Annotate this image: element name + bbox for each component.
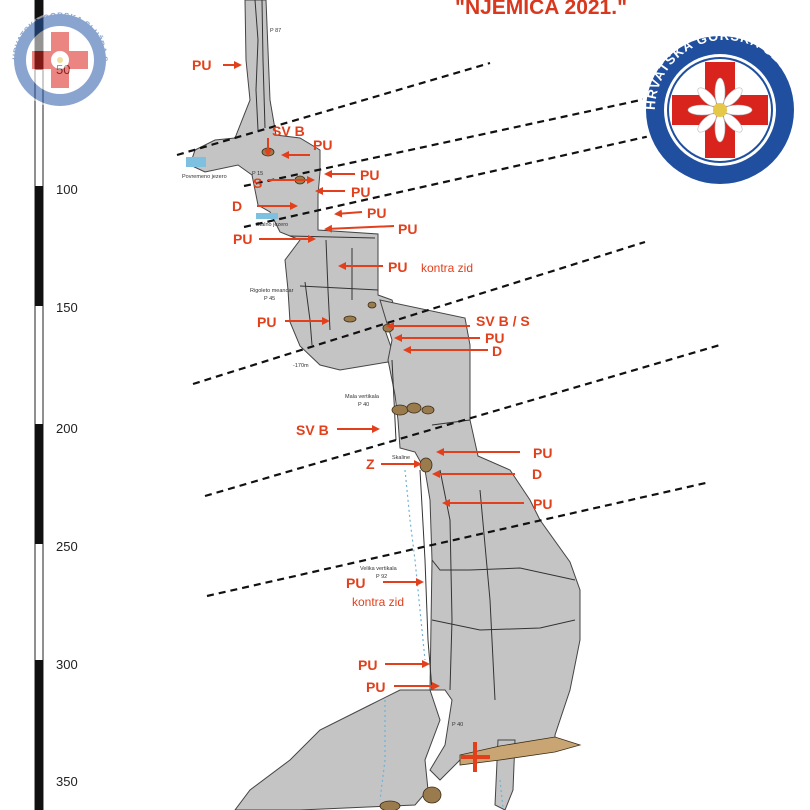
scale-tick-250: 250 bbox=[56, 539, 78, 554]
label-velika-vertikala: Velika vertikala bbox=[360, 566, 398, 572]
marker-z: Z bbox=[366, 456, 375, 472]
marker-pu-14: PU bbox=[358, 657, 377, 673]
marker-d-2: D bbox=[492, 343, 502, 359]
marker-pu-7: PU bbox=[233, 231, 252, 247]
marker-pu-15: PU bbox=[366, 679, 385, 695]
hgss-badge-large: HRVATSKA GORSKA SLUŽBA SPAŠAVANJA bbox=[0, 0, 806, 188]
label-p45: P 45 bbox=[264, 296, 275, 302]
cave-passages bbox=[254, 0, 576, 701]
marker-pu-2: PU bbox=[313, 137, 332, 153]
marker-s: S bbox=[253, 175, 262, 191]
cave-labels: P 87 Povremeno jezero P 15 Stalno jezero… bbox=[182, 28, 463, 728]
scale-tick-350: 350 bbox=[56, 774, 78, 789]
marker-pu-6: PU bbox=[398, 221, 417, 237]
scale-tick-100: 100 bbox=[56, 182, 78, 197]
label-povremeno-jezero: Povremeno jezero bbox=[182, 174, 227, 180]
marker-pu-4: PU bbox=[351, 184, 370, 200]
label-p40-upper: P 40 bbox=[358, 402, 369, 408]
rescue-markers: PU SV B PU S PU PU D PU PU PU PU kontra … bbox=[192, 57, 552, 695]
hgss-badge-small: HRVATSKA GORSKA SLUŽBA SPAŠAVANJA bbox=[0, 0, 109, 108]
marker-pu-8: PU bbox=[388, 259, 407, 275]
marker-pu-9: PU bbox=[257, 314, 276, 330]
marker-pu-3: PU bbox=[360, 167, 379, 183]
marker-kontra-zid-2: kontra zid bbox=[352, 595, 404, 609]
marker-d-1: D bbox=[232, 198, 242, 214]
label-p40-lower: P 40 bbox=[452, 722, 463, 728]
accident-cross-marker bbox=[461, 742, 490, 772]
marker-pu-10: PU bbox=[485, 330, 504, 346]
lake-stalno bbox=[256, 213, 278, 219]
marker-pu-13: PU bbox=[346, 575, 365, 591]
marker-pu-11: PU bbox=[533, 445, 552, 461]
marker-pu-5: PU bbox=[367, 205, 386, 221]
marker-pu-1: PU bbox=[192, 57, 211, 73]
scale-tick-300: 300 bbox=[56, 657, 78, 672]
marker-kontra-zid-1: kontra zid bbox=[421, 261, 473, 275]
label-depth-170: -170m bbox=[293, 363, 309, 369]
marker-svb-s: SV B / S bbox=[476, 313, 530, 329]
label-p87: P 87 bbox=[270, 28, 281, 34]
label-skaline: Skaline bbox=[392, 455, 410, 461]
label-stalno-jezero: Stalno jezero bbox=[256, 222, 288, 228]
depth-scale: 50 100 150 200 250 300 350 bbox=[34, 0, 78, 810]
zone-lines bbox=[176, 61, 721, 598]
lake-povremeno bbox=[186, 157, 206, 167]
diagram-title: "NJEMICA 2021." bbox=[455, 0, 628, 19]
marker-d-3: D bbox=[532, 466, 542, 482]
label-mala-vertikala: Mala vertikala bbox=[345, 394, 380, 400]
marker-pu-12: PU bbox=[533, 496, 552, 512]
scale-tick-200: 200 bbox=[56, 421, 78, 436]
marker-svb-1: SV B bbox=[272, 123, 305, 139]
scale-tick-150: 150 bbox=[56, 300, 78, 315]
water-streams bbox=[379, 469, 504, 809]
label-rigoleto-meandar: Rigoleto meandar bbox=[250, 288, 294, 294]
label-p15: P 15 bbox=[252, 171, 263, 177]
marker-svb-2: SV B bbox=[296, 422, 329, 438]
label-p92: P 92 bbox=[376, 574, 387, 580]
